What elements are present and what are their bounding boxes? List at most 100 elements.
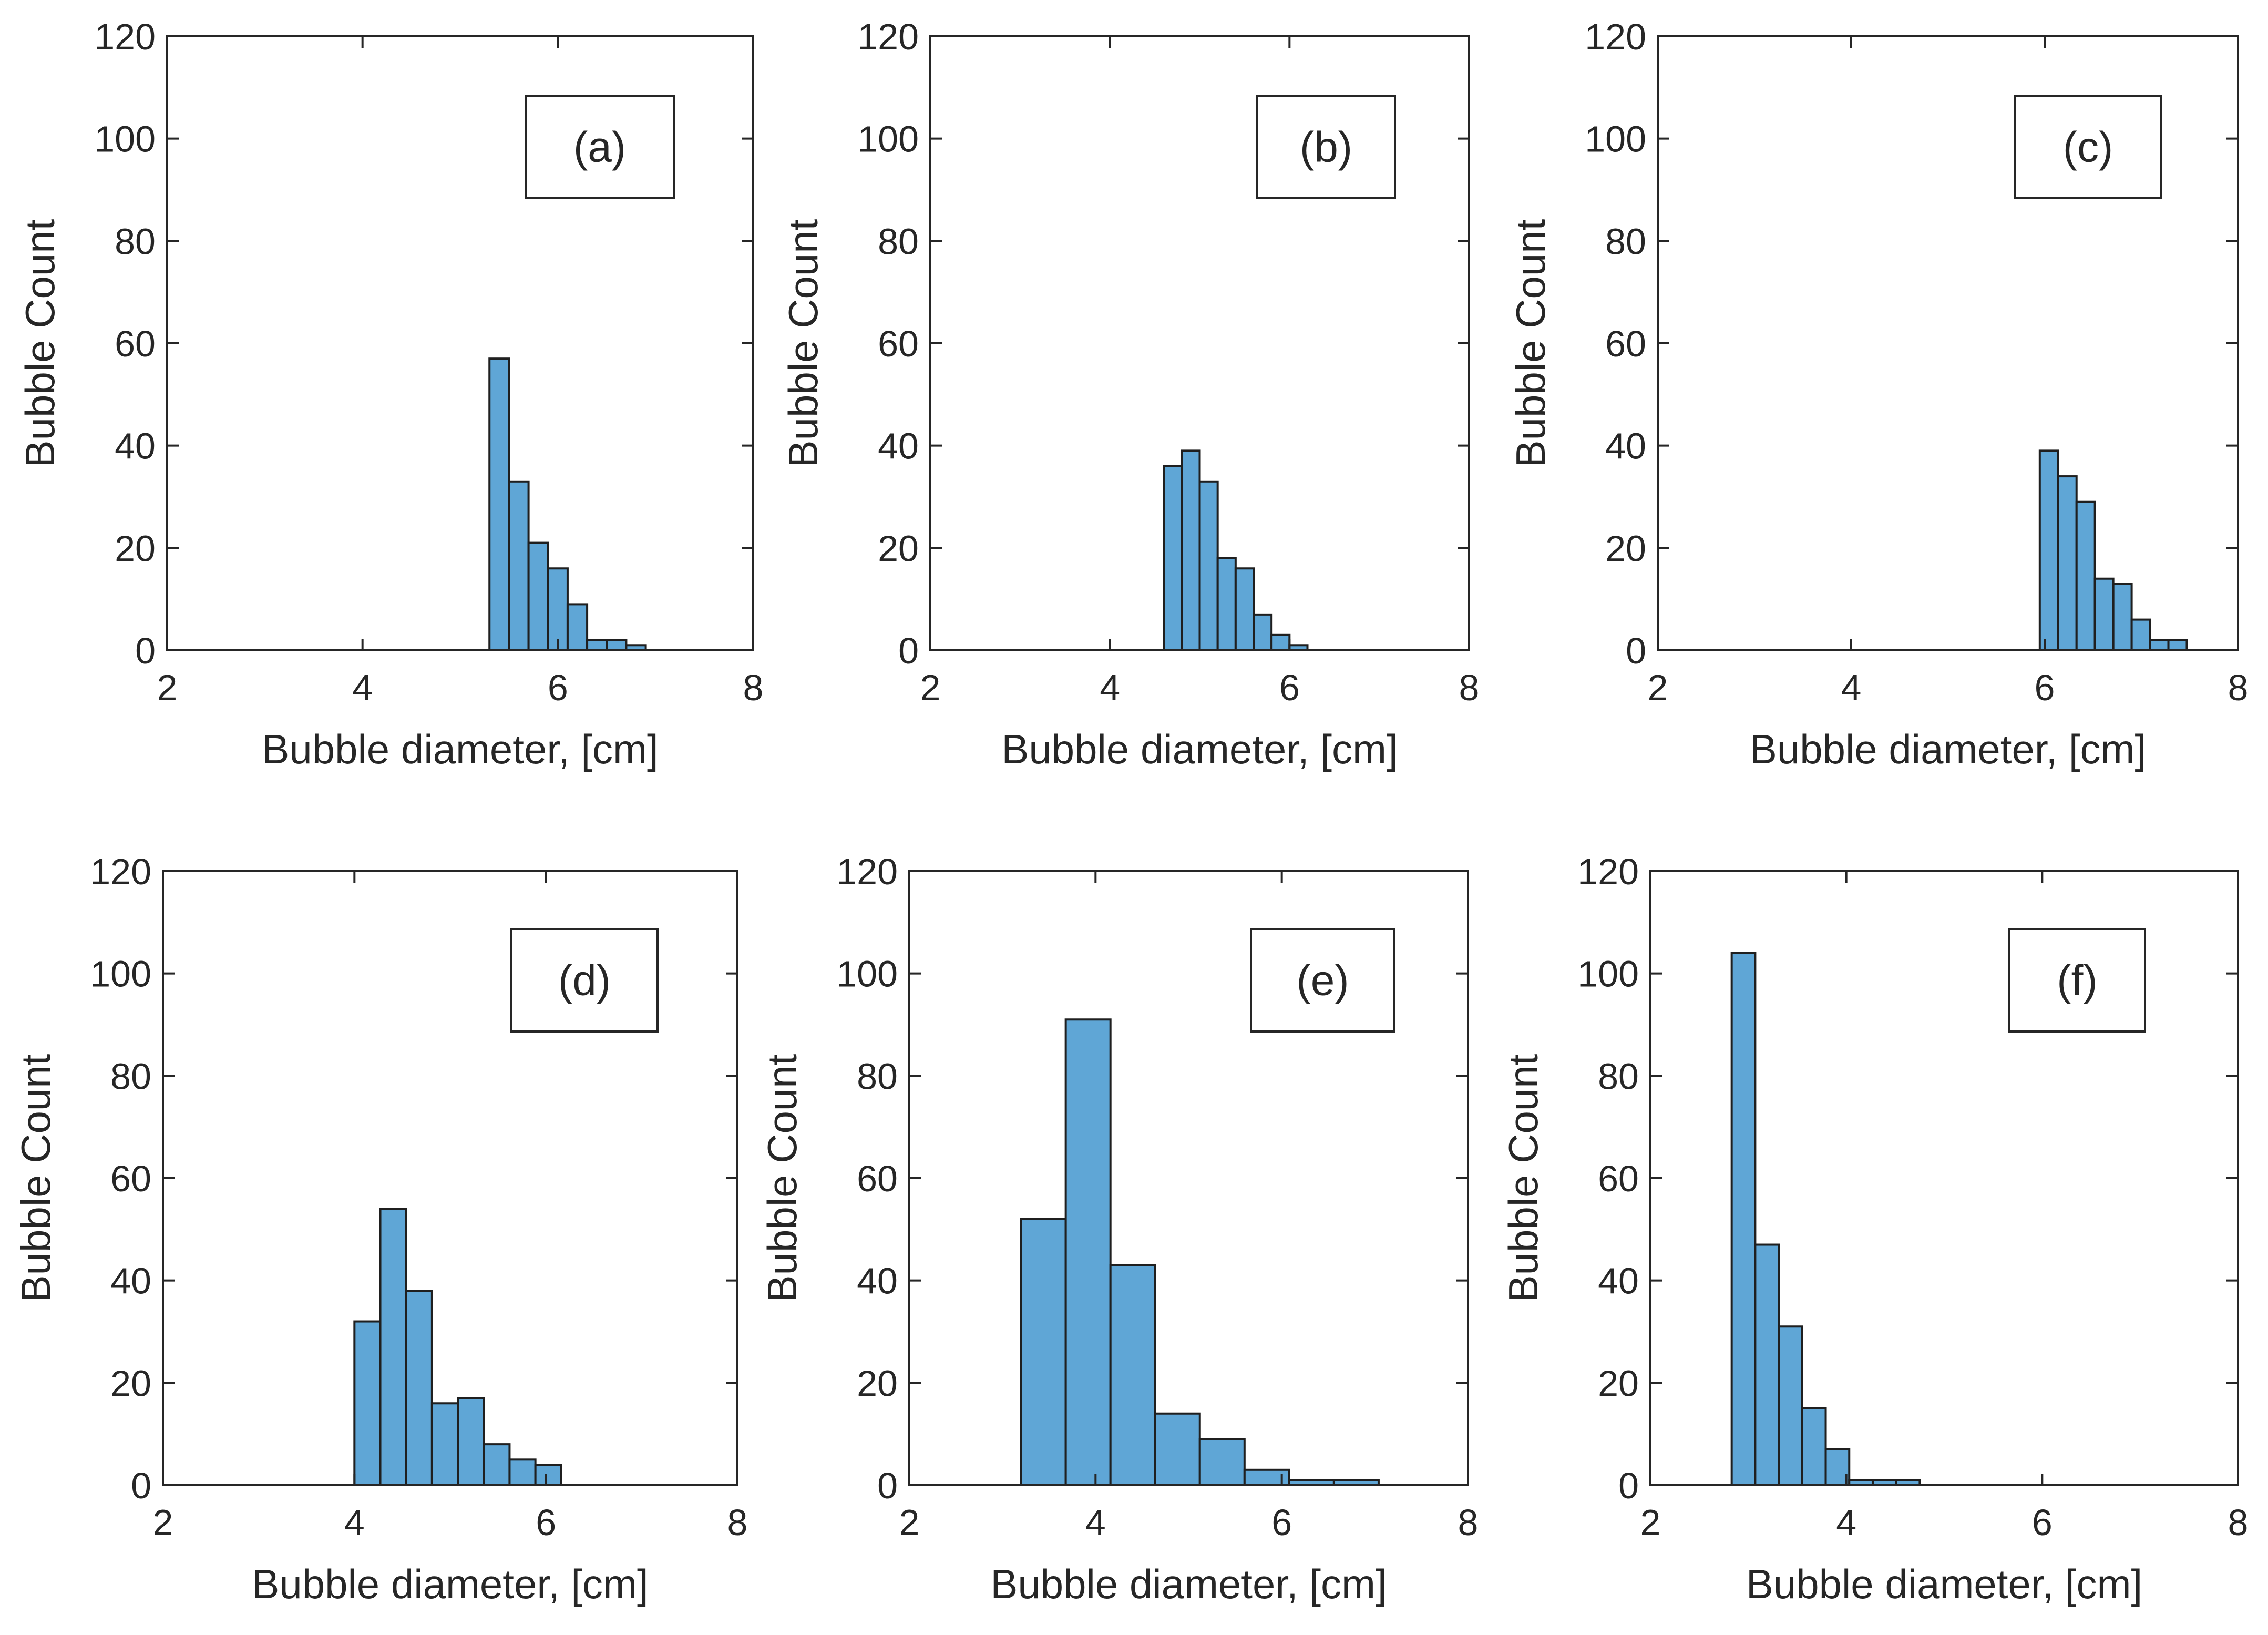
y-tick-label: 0: [1618, 1465, 1639, 1506]
x-tick-label: 4: [1100, 667, 1120, 708]
x-tick-label: 8: [1459, 667, 1480, 708]
y-tick-label: 120: [857, 16, 919, 57]
y-axis-label: Bubble Count: [17, 219, 63, 467]
histogram-bar: [2130, 618, 2151, 651]
x-tick-label: 6: [2035, 667, 2055, 708]
x-axis-label: Bubble diameter, [cm]: [262, 726, 658, 772]
panel-label: (a): [573, 124, 626, 171]
x-tick-label: 8: [743, 667, 764, 708]
panel-label-box: [525, 95, 675, 199]
y-tick-label: 60: [115, 323, 156, 364]
y-tick-label: 20: [857, 1363, 898, 1404]
x-tick-label: 4: [344, 1502, 365, 1543]
panel-label: (c): [2063, 124, 2113, 171]
y-tick-label: 120: [1577, 851, 1639, 892]
y-tick-label: 40: [1605, 426, 1646, 467]
y-tick-label: 20: [115, 528, 156, 569]
y-tick-label: 100: [1585, 119, 1646, 160]
histogram-bar: [1801, 1407, 1827, 1486]
panel-label-box: [1256, 95, 1396, 199]
panel-label: (f): [2057, 957, 2097, 1005]
x-tick-label: 2: [899, 1502, 920, 1543]
panel-label-box: [1250, 928, 1395, 1033]
y-tick-label: 40: [110, 1261, 151, 1302]
y-tick-label: 100: [90, 954, 151, 995]
histogram-bar: [534, 1464, 562, 1486]
y-tick-label: 20: [1605, 528, 1646, 569]
histogram-bar: [2093, 577, 2115, 651]
panel-label: (e): [1296, 957, 1349, 1005]
x-tick-label: 2: [920, 667, 941, 708]
y-tick-label: 120: [90, 851, 151, 892]
histogram-bar: [405, 1290, 433, 1486]
histogram-bar: [566, 603, 589, 652]
y-tick-label: 100: [857, 119, 919, 160]
x-axis-label: Bubble diameter, [cm]: [1746, 1561, 2142, 1607]
histogram-bar: [1163, 465, 1183, 651]
y-axis-label: Bubble Count: [1500, 1054, 1546, 1302]
y-tick-label: 120: [1585, 16, 1646, 57]
x-axis-label: Bubble diameter, [cm]: [1001, 726, 1398, 772]
y-tick-label: 40: [1598, 1261, 1639, 1302]
y-tick-label: 0: [135, 630, 156, 671]
histogram-bar: [606, 639, 628, 651]
histogram-bar: [379, 1208, 407, 1486]
histogram-bar: [1234, 567, 1255, 652]
x-tick-label: 6: [536, 1502, 556, 1543]
x-tick-label: 4: [1841, 667, 1862, 708]
y-axis-label: Bubble Count: [780, 219, 826, 467]
y-tick-label: 0: [898, 630, 919, 671]
histogram-bar: [488, 357, 510, 651]
x-tick-label: 4: [1836, 1502, 1856, 1543]
histogram-bar: [457, 1397, 485, 1487]
x-tick-label: 2: [157, 667, 178, 708]
histogram-bar: [586, 639, 608, 651]
x-tick-label: 8: [1458, 1502, 1479, 1543]
histogram-bar: [1198, 1438, 1246, 1486]
y-tick-label: 120: [94, 16, 156, 57]
y-tick-label: 80: [115, 221, 156, 262]
y-tick-label: 60: [857, 1158, 898, 1199]
y-axis-label: Bubble Count: [1507, 219, 1554, 467]
y-tick-label: 60: [1605, 323, 1646, 364]
histogram-bar: [1253, 613, 1273, 652]
x-tick-label: 6: [1271, 1502, 1292, 1543]
histogram-bar: [1216, 557, 1237, 652]
y-tick-label: 40: [115, 426, 156, 467]
y-tick-label: 60: [110, 1158, 151, 1199]
histogram-bar: [1109, 1264, 1156, 1486]
y-tick-label: 100: [94, 119, 156, 160]
y-tick-label: 20: [878, 528, 919, 569]
y-tick-label: 0: [877, 1465, 898, 1506]
x-tick-label: 2: [153, 1502, 173, 1543]
y-tick-label: 20: [1598, 1363, 1639, 1404]
y-tick-label: 80: [857, 1056, 898, 1097]
histogram-bar: [1778, 1325, 1803, 1486]
histogram-bar: [2057, 475, 2078, 651]
y-axis-label: Bubble Count: [759, 1054, 805, 1302]
histogram-bar: [1064, 1018, 1112, 1487]
y-tick-label: 120: [836, 851, 898, 892]
y-tick-label: 40: [878, 426, 919, 467]
histogram-bar: [508, 480, 530, 651]
histogram-bar: [1730, 952, 1757, 1486]
x-axis-label: Bubble diameter, [cm]: [990, 1561, 1387, 1607]
y-tick-label: 60: [878, 323, 919, 364]
y-tick-label: 80: [110, 1056, 151, 1097]
y-axis-label: Bubble Count: [13, 1054, 59, 1302]
x-tick-label: 2: [1640, 1502, 1661, 1543]
histogram-bar: [2167, 639, 2188, 651]
x-tick-label: 8: [2228, 667, 2249, 708]
histogram-bar: [2112, 583, 2133, 652]
y-tick-label: 0: [131, 1465, 151, 1506]
histogram-bar: [2038, 449, 2059, 652]
histogram-bar: [1154, 1412, 1201, 1487]
x-axis-label: Bubble diameter, [cm]: [252, 1561, 648, 1607]
histogram-bar: [527, 541, 549, 651]
